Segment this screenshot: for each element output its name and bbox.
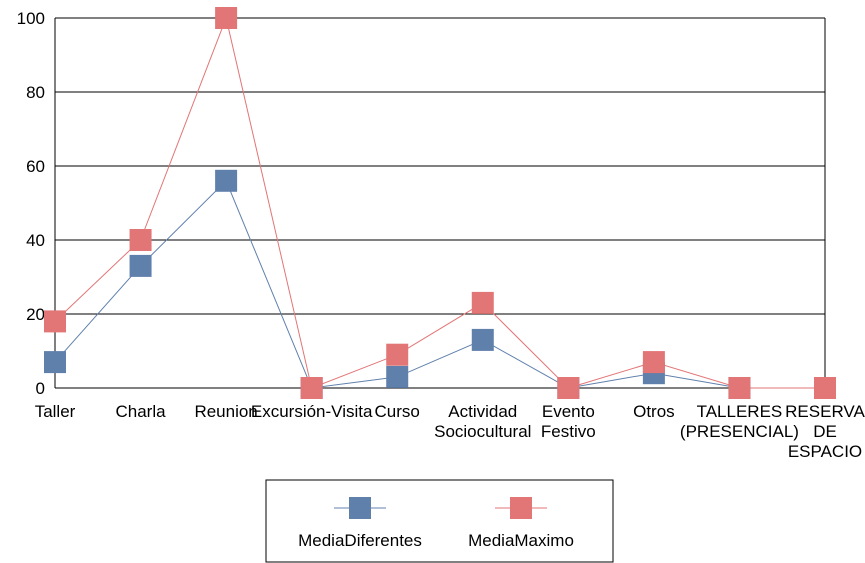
series-group [44, 7, 836, 399]
legend-box [265, 479, 614, 563]
data-point [471, 291, 494, 314]
y-tick-label: 20 [26, 305, 45, 324]
series-line-1 [54, 16, 825, 389]
x-tick-label: TALLERES (PRESENCIAL) [680, 402, 799, 441]
x-tick-label: RESERVA DE ESPACIO [785, 402, 865, 461]
y-tick-label: 80 [26, 83, 45, 102]
legend-marker-1 [510, 497, 532, 519]
y-tick-label: 100 [17, 9, 45, 28]
data-point [386, 365, 409, 388]
gridlines [55, 17, 825, 315]
x-tick-label: Curso [375, 402, 420, 421]
data-point [215, 169, 238, 192]
legend-label-1: MediaMaximo [468, 531, 574, 550]
axes [54, 18, 826, 389]
data-point [300, 377, 323, 399]
data-point [386, 343, 409, 366]
y-tick-label: 60 [26, 157, 45, 176]
x-tick-label: Excursión-Visita [251, 402, 373, 421]
data-point [642, 351, 665, 374]
y-axis-tick-labels: 0 20 40 60 80 100 [17, 9, 45, 398]
x-tick-label: Evento Festivo [541, 402, 596, 441]
y-tick-label: 0 [36, 379, 45, 398]
data-point [814, 377, 836, 399]
data-point [728, 377, 751, 399]
x-tick-label: Reunion [194, 402, 257, 421]
data-point [471, 328, 494, 351]
x-tick-label: Actividad Sociocultural [434, 402, 531, 441]
y-tick-label: 40 [26, 231, 45, 250]
data-point [557, 377, 580, 399]
data-point [215, 7, 238, 29]
data-point [44, 351, 66, 374]
x-tick-label: Charla [116, 402, 167, 421]
x-tick-label: Otros [633, 402, 675, 421]
data-point [129, 229, 152, 251]
series-line-0 [54, 179, 825, 389]
data-point [129, 254, 152, 277]
legend: MediaDiferentes MediaMaximo [265, 479, 614, 563]
data-point [44, 310, 66, 333]
legend-label-0: MediaDiferentes [298, 531, 422, 550]
x-tick-label: Taller [35, 402, 76, 421]
legend-marker-0 [349, 497, 371, 519]
